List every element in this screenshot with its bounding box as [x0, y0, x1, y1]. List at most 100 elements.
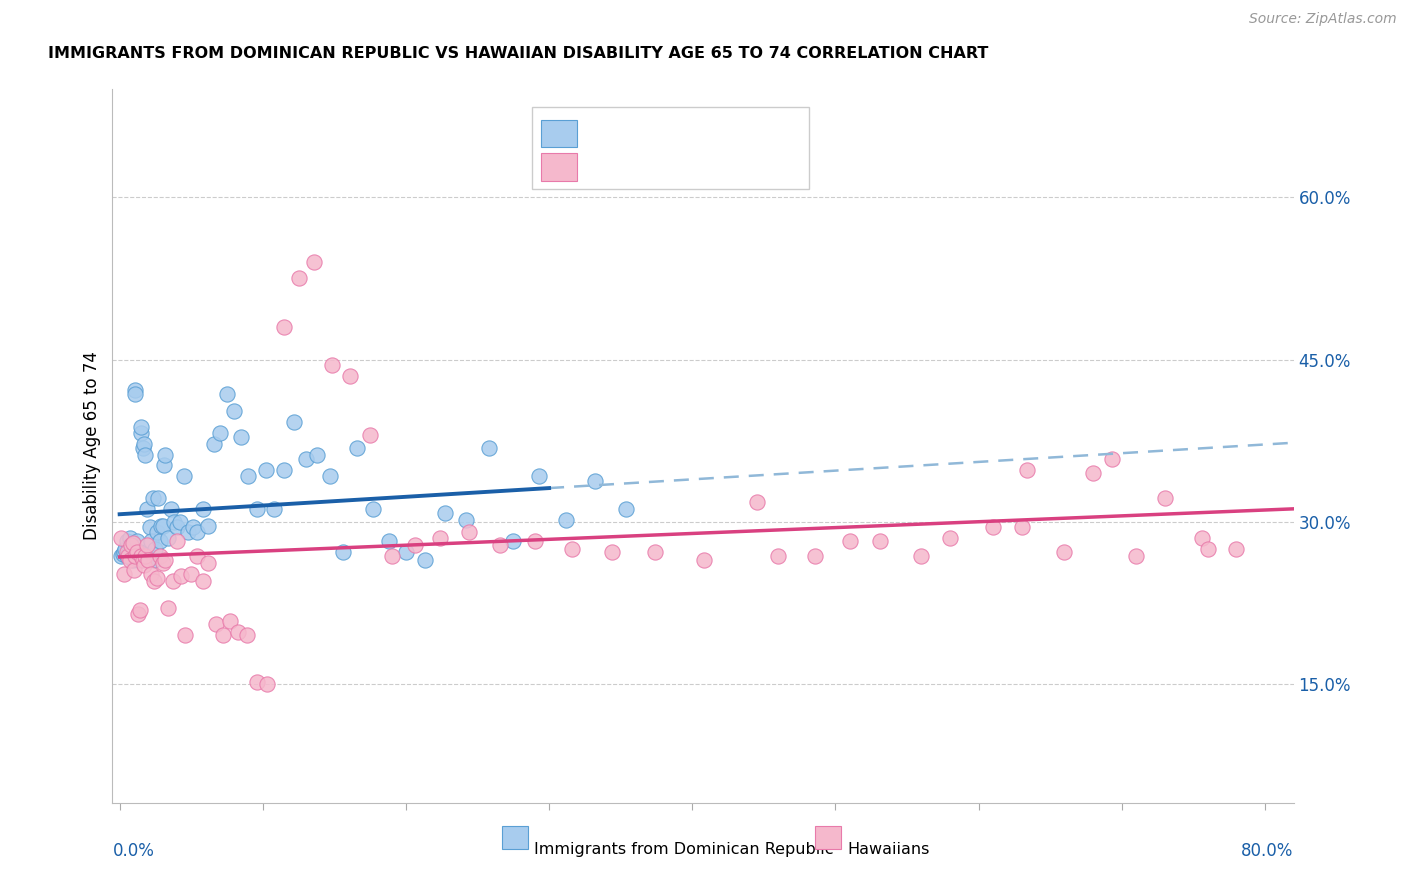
Point: [404, 539, 426, 553]
Point: [218, 614, 240, 628]
Point: [142, 491, 165, 505]
Point: [117, 549, 139, 564]
Text: R = 0.445   N = 81: R = 0.445 N = 81: [589, 120, 759, 138]
Point: [124, 549, 146, 564]
Point: [120, 539, 142, 553]
Point: [124, 383, 146, 397]
Point: [1081, 466, 1104, 480]
Point: [131, 552, 153, 566]
FancyBboxPatch shape: [531, 107, 810, 189]
Point: [135, 539, 157, 553]
Point: [287, 271, 309, 285]
Bar: [815, 826, 841, 849]
Point: [146, 571, 169, 585]
Point: [149, 534, 172, 549]
Point: [1017, 463, 1039, 477]
Point: [1011, 520, 1033, 534]
Point: [555, 512, 578, 526]
Point: [489, 539, 512, 553]
Point: [211, 628, 233, 642]
Point: [122, 549, 145, 564]
Point: [395, 545, 418, 559]
Point: [136, 552, 159, 566]
Point: [110, 549, 132, 564]
Point: [129, 425, 152, 440]
Point: [283, 415, 305, 429]
Point: [238, 469, 260, 483]
Y-axis label: Disability Age 65 to 74: Disability Age 65 to 74: [83, 351, 101, 541]
Point: [157, 601, 180, 615]
Point: [186, 525, 208, 540]
Point: [766, 549, 789, 564]
Point: [319, 469, 342, 483]
Point: [118, 549, 141, 564]
Point: [110, 531, 132, 545]
Point: [454, 512, 477, 526]
Point: [174, 628, 197, 642]
Text: Hawaiians: Hawaiians: [846, 842, 929, 857]
Point: [231, 430, 253, 444]
Point: [693, 552, 716, 566]
Point: [134, 448, 156, 462]
Text: IMMIGRANTS FROM DOMINICAN REPUBLIC VS HAWAIIAN DISABILITY AGE 65 TO 74 CORRELATI: IMMIGRANTS FROM DOMINICAN REPUBLIC VS HA…: [48, 45, 988, 61]
Point: [939, 531, 962, 545]
Point: [180, 566, 202, 581]
Point: [162, 574, 184, 589]
Bar: [541, 120, 576, 147]
Point: [118, 531, 141, 545]
Point: [143, 574, 166, 589]
Point: [166, 520, 188, 534]
Text: Immigrants from Dominican Republic: Immigrants from Dominican Republic: [534, 842, 834, 857]
Point: [502, 534, 524, 549]
Point: [745, 495, 768, 509]
Point: [132, 558, 155, 572]
Point: [155, 448, 177, 462]
Point: [304, 255, 326, 269]
Point: [478, 441, 501, 455]
Point: [273, 320, 295, 334]
Point: [191, 574, 214, 589]
Point: [644, 545, 666, 559]
Point: [381, 549, 404, 564]
Point: [132, 437, 155, 451]
Point: [561, 541, 583, 556]
Point: [122, 563, 145, 577]
Point: [202, 437, 225, 451]
Point: [263, 501, 285, 516]
Point: [332, 545, 354, 559]
Point: [307, 448, 329, 462]
Point: [136, 552, 159, 566]
Point: [120, 549, 142, 564]
Point: [163, 515, 186, 529]
Point: [115, 549, 138, 564]
Point: [143, 552, 166, 566]
Text: 80.0%: 80.0%: [1241, 842, 1294, 860]
Point: [254, 463, 277, 477]
Point: [600, 545, 623, 559]
Point: [1125, 549, 1147, 564]
Point: [146, 525, 169, 540]
Point: [127, 552, 149, 566]
Point: [125, 545, 148, 559]
Point: [112, 545, 135, 559]
Point: [118, 552, 141, 566]
Point: [1101, 452, 1123, 467]
Point: [224, 404, 246, 418]
Point: [361, 501, 384, 516]
Point: [804, 549, 827, 564]
Point: [378, 534, 401, 549]
Point: [1153, 491, 1175, 505]
Bar: [502, 826, 529, 849]
Point: [359, 428, 381, 442]
Point: [149, 549, 172, 564]
Point: [197, 556, 219, 570]
Point: [128, 552, 150, 566]
Point: [157, 531, 180, 545]
Point: [139, 534, 162, 549]
Point: [173, 469, 195, 483]
Point: [215, 387, 238, 401]
Point: [166, 534, 188, 549]
Point: [246, 501, 269, 516]
Point: [128, 603, 150, 617]
Point: [294, 452, 316, 467]
